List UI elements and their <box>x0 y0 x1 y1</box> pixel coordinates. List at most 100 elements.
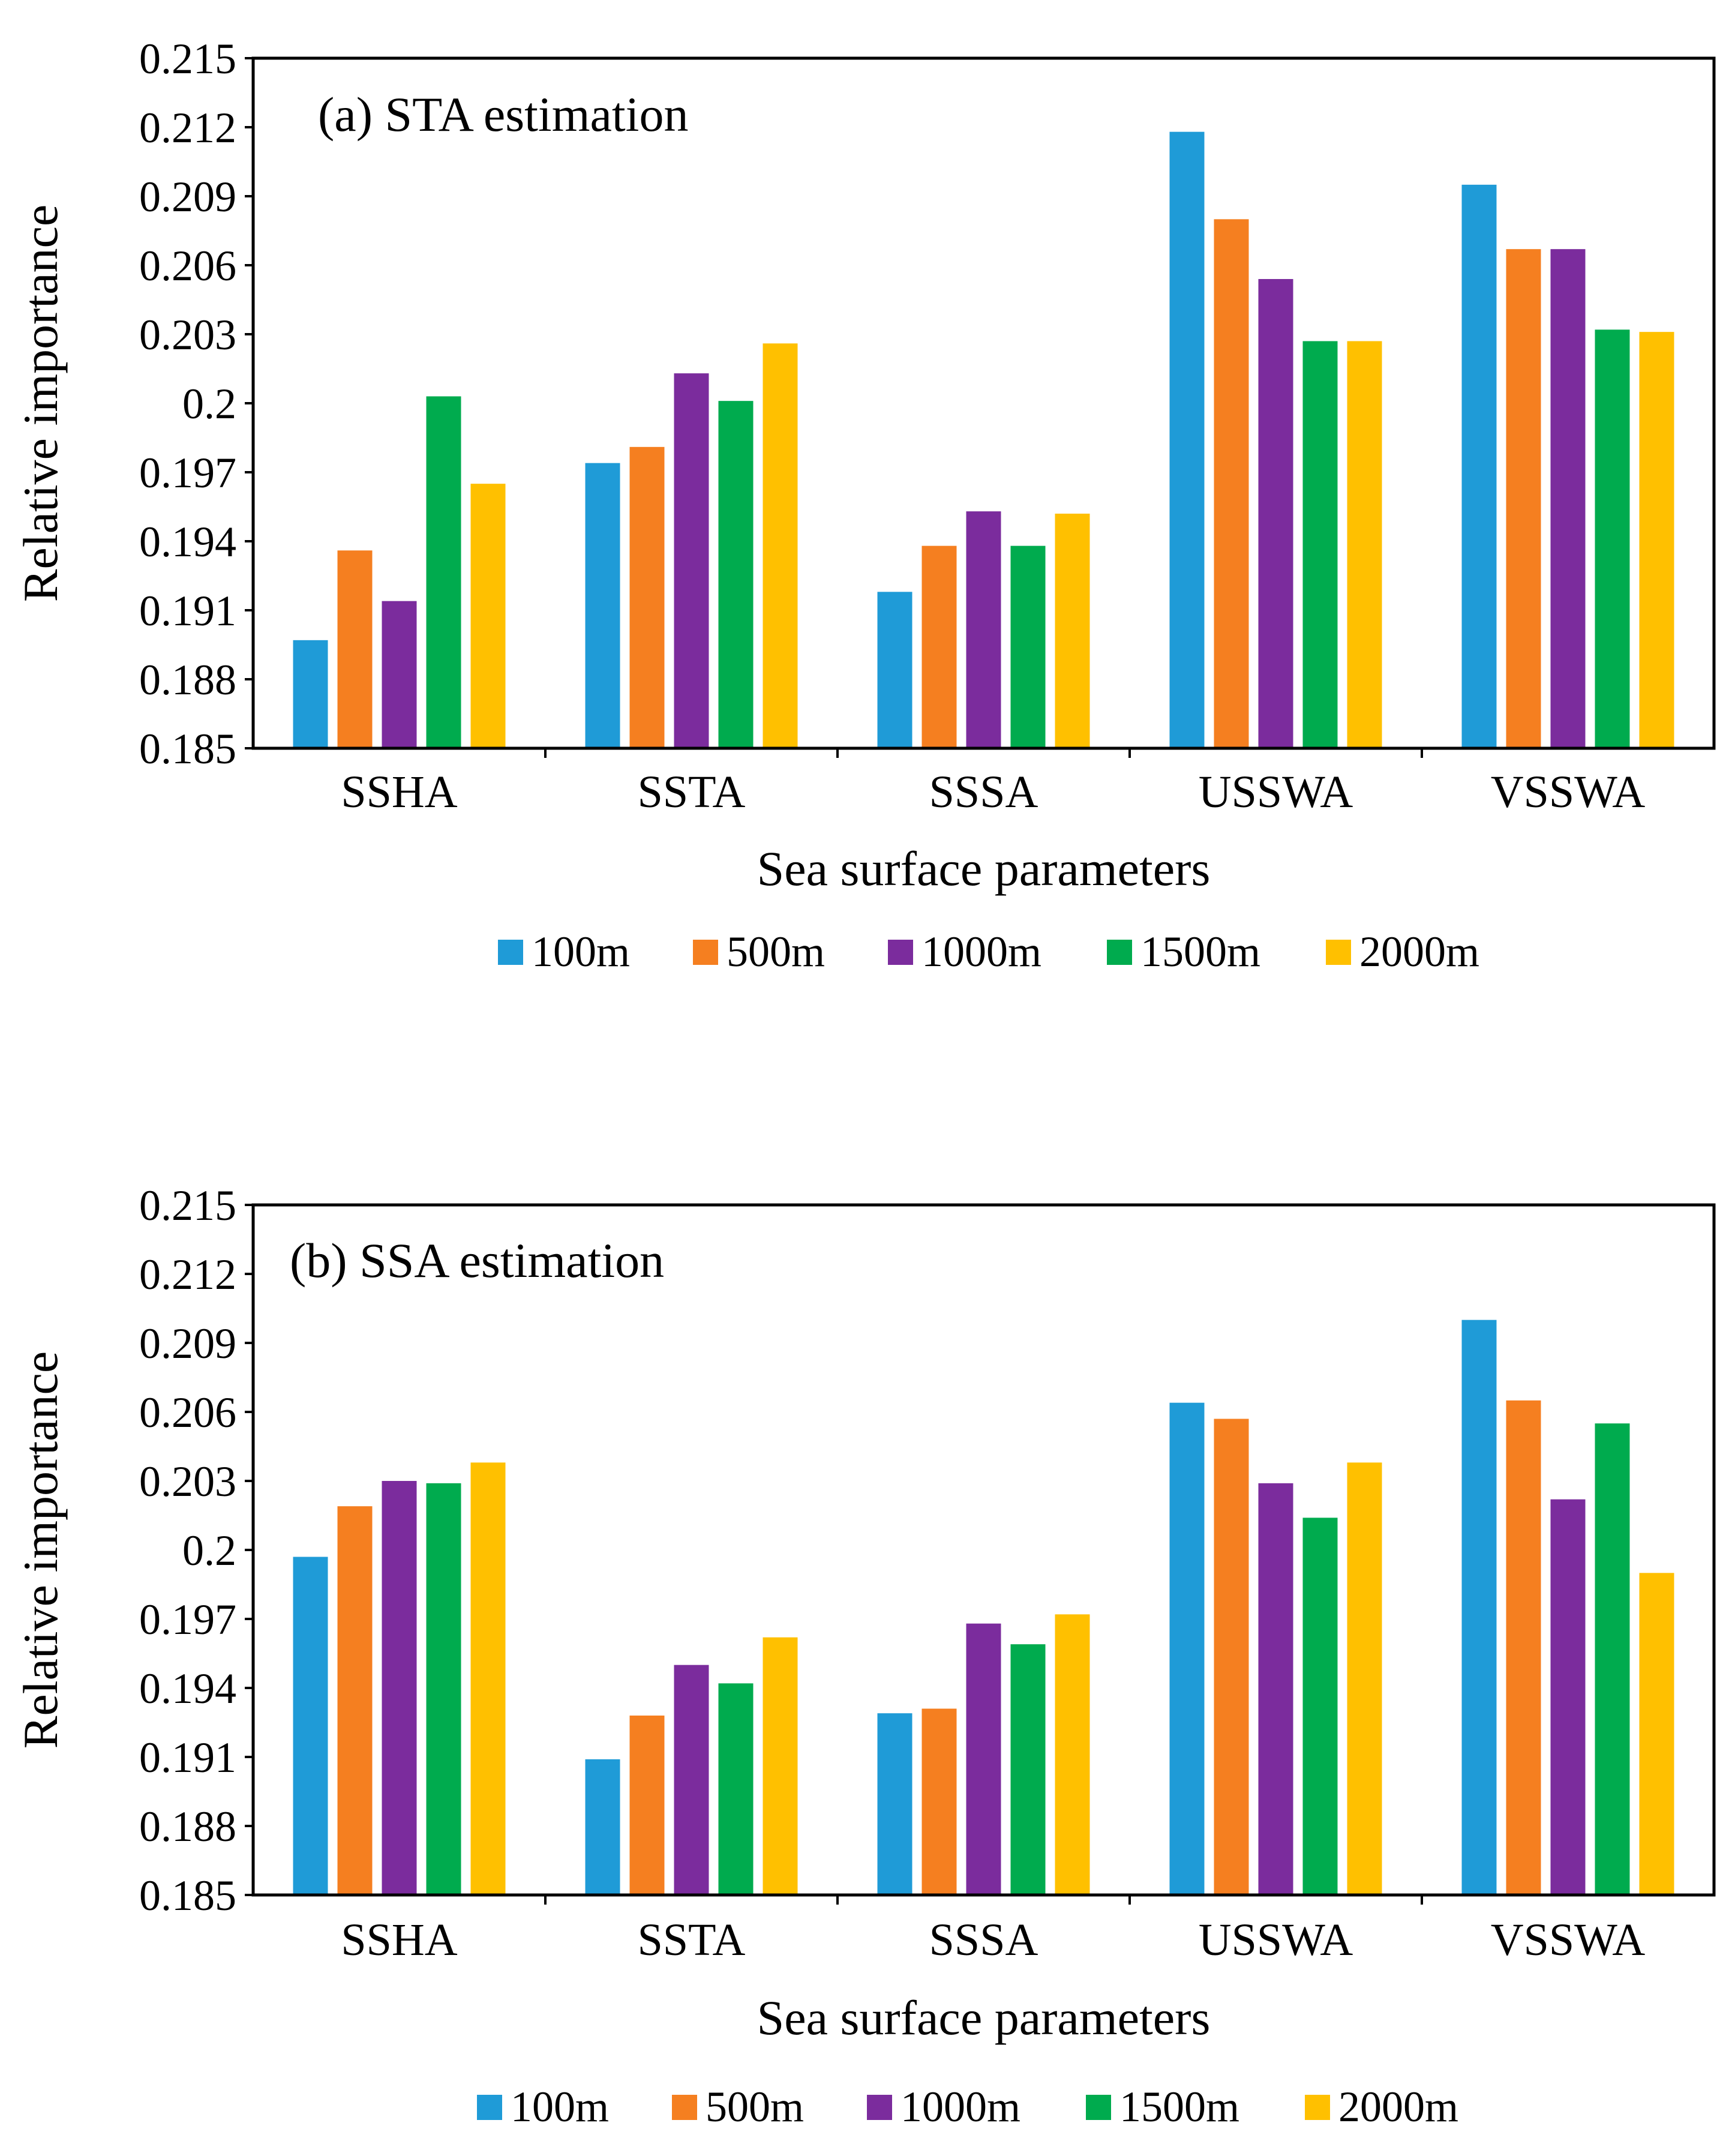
bar-vsswa-1500m <box>1595 329 1630 748</box>
bar-ssta-1500m <box>718 1683 754 1895</box>
bar-ssta-2000m <box>763 343 798 748</box>
y-tick-label: 0.185 <box>139 1872 236 1920</box>
bar-usswa-100m <box>1169 1402 1205 1895</box>
bar-sssa-1500m <box>1010 545 1046 748</box>
bar-sssa-500m <box>921 545 957 748</box>
legend-swatch-1000m <box>867 2095 892 2120</box>
legend-label-2000m: 2000m <box>1338 2083 1458 2131</box>
bar-ssta-100m <box>585 463 620 748</box>
y-tick-label: 0.212 <box>139 1251 236 1299</box>
chart-panel-a: 0.185 0.188 0.191 0.194 0.197 0.2 0.203 0.206 0.… <box>13 35 1716 976</box>
bar-ssha-2000m <box>470 1462 506 1895</box>
x-tick-label: SSSA <box>929 1915 1038 1965</box>
y-tick-label: 0.191 <box>139 587 236 635</box>
bar-ssta-1500m <box>718 401 754 748</box>
bar-usswa-1500m <box>1302 1518 1338 1895</box>
legend-swatch-100m <box>498 940 523 965</box>
legend-swatch-2000m <box>1326 940 1351 965</box>
bar-usswa-2000m <box>1347 341 1382 748</box>
bar-ssha-1500m <box>426 396 461 748</box>
x-tick-label: SSHA <box>341 1915 457 1965</box>
bar-vsswa-1500m <box>1595 1423 1630 1895</box>
bar-sssa-2000m <box>1055 514 1090 748</box>
legend-label-100m: 100m <box>532 928 630 976</box>
x-tick-label: USSWA <box>1199 1915 1353 1965</box>
legend-swatch-100m <box>477 2095 502 2120</box>
bar-vsswa-100m <box>1461 184 1497 748</box>
bar-ssha-2000m <box>470 484 506 748</box>
x-tick-label: VSSWA <box>1491 767 1646 817</box>
legend: 100m 500m 1000m 1500m 2000m <box>477 2083 1458 2131</box>
bar-vsswa-1000m <box>1550 249 1586 749</box>
bar-ssha-1000m <box>382 1481 417 1895</box>
legend-label-1500m: 1500m <box>1140 928 1260 976</box>
y-tick-label: 0.197 <box>139 449 236 497</box>
bar-usswa-2000m <box>1347 1462 1382 1895</box>
bar-vsswa-100m <box>1461 1320 1497 1895</box>
bar-sssa-1500m <box>1010 1644 1046 1895</box>
bar-ssta-500m <box>629 1716 665 1895</box>
bar-usswa-100m <box>1169 131 1205 749</box>
y-tick-label: 0.2 <box>182 380 236 428</box>
bar-ssta-1000m <box>674 1665 709 1895</box>
bar-ssha-1500m <box>426 1483 461 1895</box>
y-tick-label: 0.209 <box>139 1320 236 1368</box>
bar-ssta-100m <box>585 1759 620 1895</box>
bar-vsswa-500m <box>1506 1400 1541 1895</box>
bar-sssa-1000m <box>966 1623 1001 1895</box>
legend-label-1000m: 1000m <box>900 2083 1020 2131</box>
bar-ssta-500m <box>629 446 665 748</box>
y-tick-label: 0.188 <box>139 656 236 704</box>
panel-title: (a) STA estimation <box>318 87 688 142</box>
legend-label-1000m: 1000m <box>921 928 1041 976</box>
legend-swatch-1500m <box>1107 940 1132 965</box>
chart-panel-b: 0.185 0.188 0.191 0.194 0.197 0.2 0.203 0.206 0.… <box>13 1182 1716 2131</box>
legend-label-1500m: 1500m <box>1119 2083 1239 2131</box>
bar-usswa-1000m <box>1258 1483 1293 1895</box>
y-tick-label: 0.215 <box>139 35 236 83</box>
panel-title: (b) SSA estimation <box>290 1233 664 1288</box>
x-tick-label: SSSA <box>929 767 1038 817</box>
y-axis-title: Relative importance <box>13 205 68 602</box>
legend-label-100m: 100m <box>511 2083 609 2131</box>
bar-ssha-500m <box>337 1506 373 1895</box>
x-tick-label: USSWA <box>1199 767 1353 817</box>
legend-swatch-1500m <box>1086 2095 1111 2120</box>
bar-vsswa-500m <box>1506 249 1541 749</box>
legend-label-500m: 500m <box>706 2083 804 2131</box>
y-tick-label: 0.215 <box>139 1182 236 1230</box>
y-tick-label: 0.188 <box>139 1803 236 1851</box>
x-tick-label: SSTA <box>638 767 746 817</box>
bar-usswa-1000m <box>1258 279 1293 748</box>
bar-ssha-500m <box>337 550 373 748</box>
legend-label-2000m: 2000m <box>1359 928 1479 976</box>
y-tick-label: 0.2 <box>182 1527 236 1575</box>
x-tick-label: VSSWA <box>1491 1915 1646 1965</box>
legend-swatch-1000m <box>888 940 913 965</box>
bar-ssha-100m <box>293 640 328 748</box>
legend-label-500m: 500m <box>727 928 825 976</box>
bar-vsswa-2000m <box>1639 1573 1674 1895</box>
legend: 100m 500m 1000m 1500m 2000m <box>498 928 1479 976</box>
y-tick-label: 0.206 <box>139 1389 236 1437</box>
x-tick-label: SSTA <box>638 1915 746 1965</box>
bar-ssha-1000m <box>382 601 417 748</box>
bar-usswa-1500m <box>1302 341 1338 748</box>
bar-ssta-1000m <box>674 373 709 748</box>
x-tick-label: SSHA <box>341 767 457 817</box>
bar-sssa-500m <box>921 1708 957 1895</box>
y-tick-label: 0.197 <box>139 1596 236 1644</box>
legend-swatch-500m <box>693 940 718 965</box>
bar-sssa-100m <box>877 1713 912 1895</box>
bar-vsswa-1000m <box>1550 1499 1586 1895</box>
y-tick-label: 0.191 <box>139 1734 236 1782</box>
x-axis-title: Sea surface parameters <box>757 1990 1211 2045</box>
bar-usswa-500m <box>1214 1419 1249 1895</box>
y-tick-label: 0.209 <box>139 173 236 221</box>
bar-sssa-100m <box>877 592 912 748</box>
y-tick-label: 0.185 <box>139 725 236 773</box>
x-axis-title: Sea surface parameters <box>757 841 1211 896</box>
y-tick-label: 0.206 <box>139 242 236 290</box>
y-tick-label: 0.194 <box>139 518 236 566</box>
